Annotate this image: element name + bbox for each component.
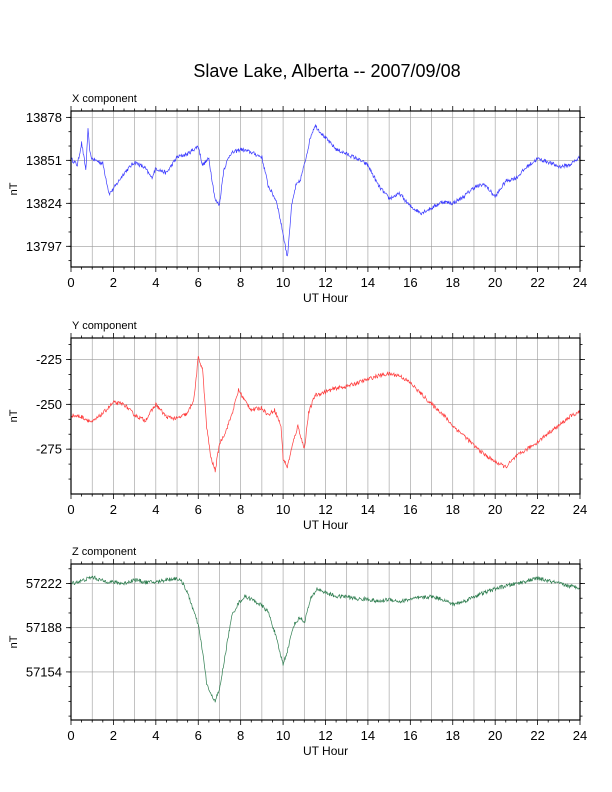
x-tick-label: 14	[361, 728, 375, 743]
chart-title: Slave Lake, Alberta -- 2007/09/08	[193, 61, 460, 81]
panel-label: X component	[72, 93, 137, 105]
y-tick-label: -225	[36, 352, 62, 367]
y-axis-label: nT	[8, 635, 20, 648]
series-line	[70, 575, 581, 703]
x-axis-label: UT Hour	[303, 291, 348, 305]
x-tick-label: 18	[446, 275, 460, 290]
x-tick-label: 22	[530, 275, 544, 290]
x-tick-label: 10	[276, 502, 290, 517]
x-tick-label: 10	[276, 728, 290, 743]
x-tick-label: 4	[152, 275, 159, 290]
x-tick-label: 8	[237, 275, 244, 290]
x-tick-label: 6	[195, 728, 202, 743]
x-tick-label: 6	[195, 502, 202, 517]
y-tick-label: 57188	[26, 620, 62, 635]
x-tick-label: 4	[152, 502, 159, 517]
x-tick-label: 22	[530, 502, 544, 517]
y-tick-label: 57222	[26, 576, 62, 591]
x-tick-label: 16	[403, 728, 417, 743]
x-tick-label: 0	[67, 728, 74, 743]
x-tick-label: 2	[110, 502, 117, 517]
x-tick-label: 16	[403, 275, 417, 290]
x-axis-label: UT Hour	[303, 744, 348, 758]
x-tick-label: 22	[530, 728, 544, 743]
x-tick-label: 14	[361, 275, 375, 290]
y-tick-label: 13851	[26, 153, 62, 168]
y-axis-label: nT	[8, 182, 20, 195]
panel-label: Z component	[72, 546, 136, 558]
x-tick-label: 16	[403, 502, 417, 517]
x-tick-label: 20	[488, 502, 502, 517]
x-tick-label: 18	[446, 728, 460, 743]
x-tick-label: 0	[67, 502, 74, 517]
x-tick-label: 18	[446, 502, 460, 517]
y-tick-label: 57154	[26, 664, 62, 679]
x-tick-label: 12	[318, 502, 332, 517]
x-tick-label: 2	[110, 275, 117, 290]
x-tick-label: 24	[573, 502, 587, 517]
series-line	[70, 355, 581, 473]
y-tick-label: -275	[36, 442, 62, 457]
y-tick-label: -250	[36, 397, 62, 412]
x-tick-label: 6	[195, 275, 202, 290]
y-tick-label: 13824	[26, 196, 62, 211]
x-tick-label: 20	[488, 728, 502, 743]
x-tick-label: 14	[361, 502, 375, 517]
x-tick-label: 0	[67, 275, 74, 290]
x-tick-label: 12	[318, 275, 332, 290]
x-tick-label: 10	[276, 275, 290, 290]
x-tick-label: 8	[237, 502, 244, 517]
x-tick-label: 4	[152, 728, 159, 743]
x-tick-label: 20	[488, 275, 502, 290]
x-tick-label: 2	[110, 728, 117, 743]
panel-label: Y component	[72, 320, 137, 332]
x-axis-label: UT Hour	[303, 518, 348, 532]
x-tick-label: 24	[573, 728, 587, 743]
x-tick-label: 12	[318, 728, 332, 743]
x-tick-label: 24	[573, 275, 587, 290]
y-axis-label: nT	[8, 409, 20, 422]
x-tick-label: 8	[237, 728, 244, 743]
y-tick-label: 13797	[26, 239, 62, 254]
series-line	[70, 123, 581, 257]
y-tick-label: 13878	[26, 110, 62, 125]
